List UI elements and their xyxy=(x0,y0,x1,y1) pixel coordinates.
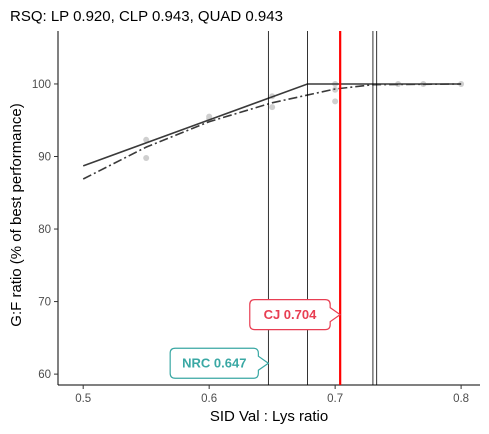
x-axis-title: SID Val : Lys ratio xyxy=(210,408,328,425)
y-tick-label-0: 60 xyxy=(38,369,51,381)
chart-title: RSQ: LP 0.920, CLP 0.943, QUAD 0.943 xyxy=(10,8,283,25)
data-point-4 xyxy=(269,104,276,111)
data-point-6 xyxy=(332,98,339,105)
annotation-label-0: NRC 0.647 xyxy=(182,356,246,371)
annotation-label-1: CJ 0.704 xyxy=(264,307,318,322)
data-point-11 xyxy=(458,80,465,87)
plot-area: 0.5 0.6 0.7 0.8 60 70 80 90 100 NRC 0.647 CJ 0.704 xyxy=(32,31,480,405)
annotation-box-1 xyxy=(249,299,342,331)
x-tick-label-0: 0.5 xyxy=(75,393,91,405)
y-tick-label-2: 80 xyxy=(38,224,51,236)
x-tick-label-2: 0.7 xyxy=(327,393,343,405)
y-tick-label-1: 70 xyxy=(38,297,51,309)
annotation-box-0 xyxy=(169,347,270,379)
y-tick-label-4: 100 xyxy=(32,79,51,91)
x-tick-label-3: 0.8 xyxy=(453,393,469,405)
data-point-1 xyxy=(143,154,150,161)
data-point-0 xyxy=(143,136,150,143)
x-tick-label-1: 0.6 xyxy=(201,393,217,405)
y-tick-label-3: 90 xyxy=(38,151,51,163)
data-point-3 xyxy=(206,113,213,120)
y-axis-title: G:F ratio (% of best performance) xyxy=(8,103,25,326)
linear-plateau-fit-line xyxy=(82,83,462,167)
